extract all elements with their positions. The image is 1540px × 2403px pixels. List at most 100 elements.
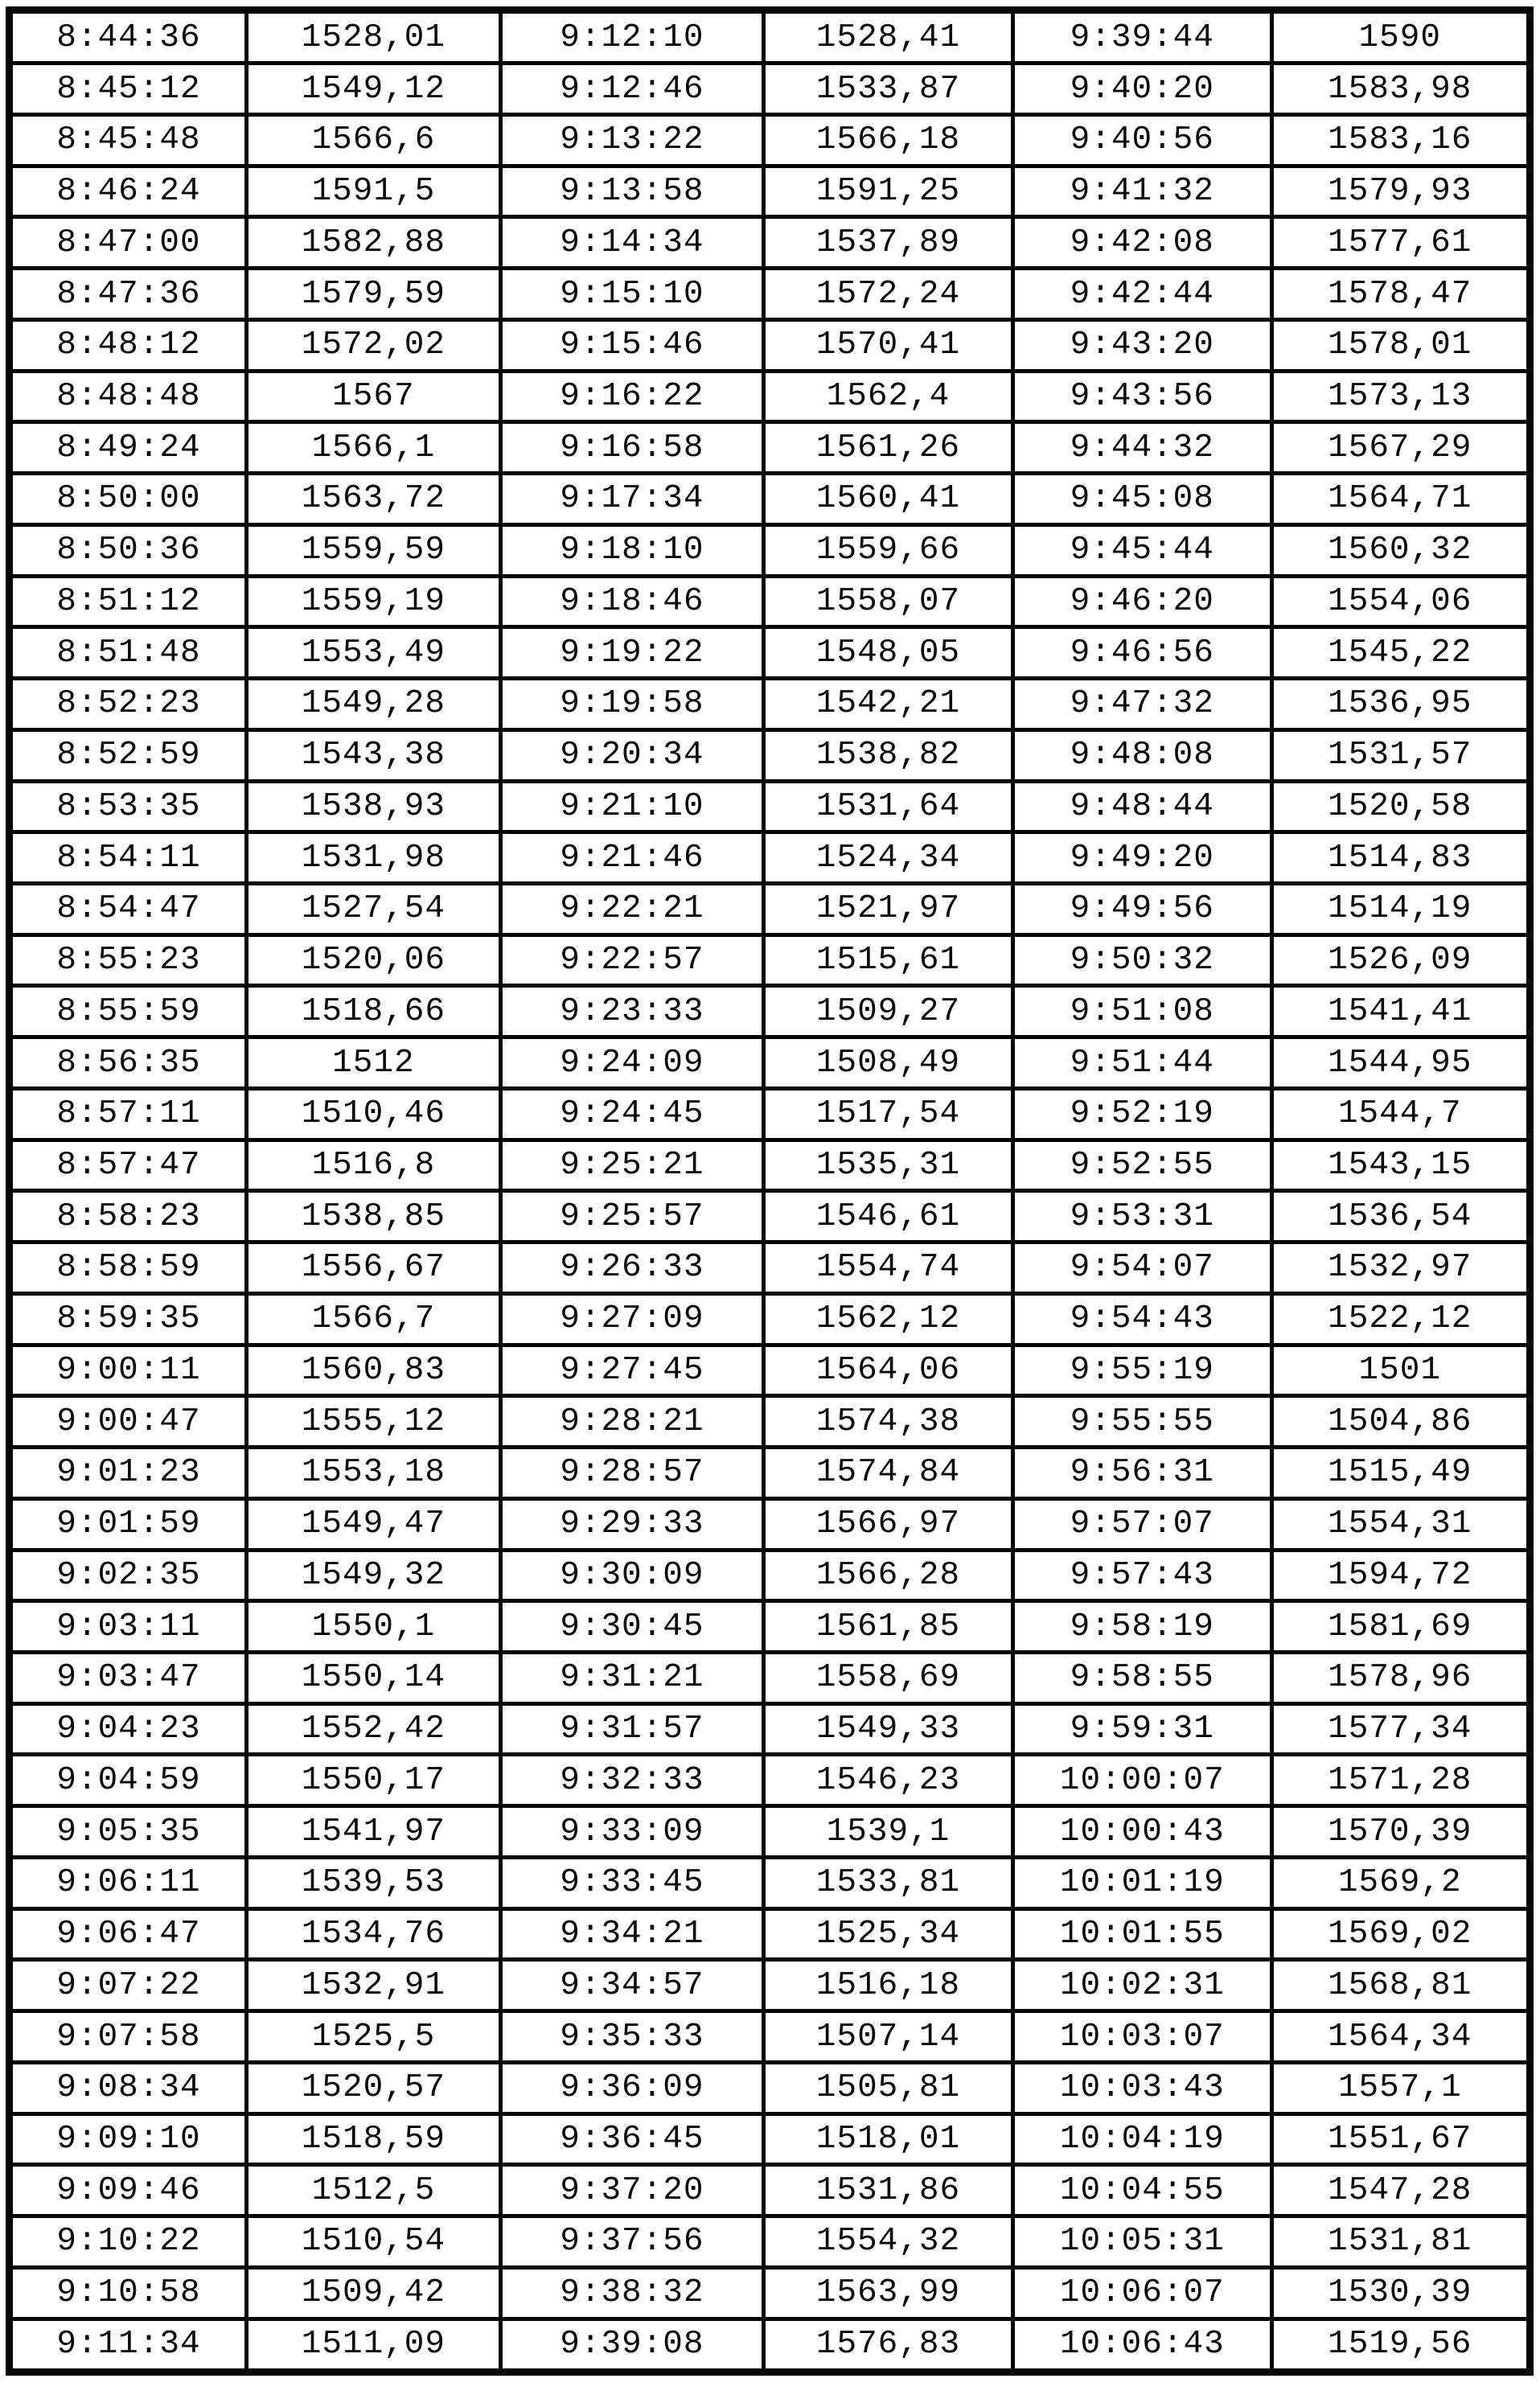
value-cell: 1546,61 bbox=[761, 1189, 1016, 1245]
table-row: 9:01:23 1553,18 9:28:57 1574,84 9:56:31 1515,… bbox=[7, 1445, 1532, 1501]
value-cell: 1522,12 bbox=[1269, 1291, 1532, 1347]
table-row: 9:03:47 1550,14 9:31:21 1558,69 9:58:55 1578,… bbox=[7, 1650, 1532, 1706]
value-cell: 1590 bbox=[1269, 7, 1532, 66]
time-cell: 9:34:57 bbox=[498, 1957, 766, 2014]
value-cell: 1559,66 bbox=[761, 522, 1016, 578]
value-cell: 1554,06 bbox=[1269, 573, 1532, 630]
table-row: 8:49:24 1566,1 9:16:58 1561,26 9:44:32 1567,2… bbox=[7, 420, 1532, 476]
value-cell: 1578,96 bbox=[1269, 1650, 1532, 1706]
table-row: 9:06:47 1534,76 9:34:21 1525,34 10:01:55 1569… bbox=[7, 1906, 1532, 1962]
time-cell: 9:22:57 bbox=[498, 932, 766, 988]
table-row: 9:00:47 1555,12 9:28:21 1574,38 9:55:55 1504,… bbox=[7, 1394, 1532, 1450]
time-cell: 9:27:09 bbox=[498, 1291, 766, 1347]
value-cell: 1539,1 bbox=[761, 1804, 1016, 1859]
time-cell: 8:54:11 bbox=[7, 830, 248, 885]
time-cell: 9:38:32 bbox=[498, 2265, 766, 2321]
time-cell: 9:56:31 bbox=[1011, 1445, 1274, 1501]
time-cell: 9:37:20 bbox=[498, 2163, 766, 2219]
table-row: 9:09:10 1518,59 9:36:45 1518,01 10:04:19 1551… bbox=[7, 2111, 1532, 2167]
table-row: 8:51:12 1559,19 9:18:46 1558,07 9:46:20 1554,… bbox=[7, 573, 1532, 630]
time-cell: 9:19:22 bbox=[498, 625, 766, 681]
time-cell: 9:39:08 bbox=[498, 2316, 766, 2375]
value-cell: 1578,47 bbox=[1269, 266, 1532, 322]
table-row: 9:02:35 1549,32 9:30:09 1566,28 9:57:43 1594,… bbox=[7, 1547, 1532, 1604]
value-cell: 1514,19 bbox=[1269, 881, 1532, 937]
value-cell: 1520,58 bbox=[1269, 778, 1532, 835]
data-table: 8:44:36 1528,01 9:12:10 1528,41 9:39:44 1590 8… bbox=[6, 6, 1534, 2376]
table-row: 8:44:36 1528,01 9:12:10 1528,41 9:39:44 1590 bbox=[7, 7, 1532, 66]
table-row: 8:50:00 1563,72 9:17:34 1560,41 9:45:08 1564,… bbox=[7, 471, 1532, 527]
value-cell: 1544,95 bbox=[1269, 1035, 1532, 1091]
value-cell: 1553,18 bbox=[244, 1445, 503, 1501]
time-cell: 8:48:12 bbox=[7, 317, 248, 373]
value-cell: 1538,93 bbox=[244, 778, 503, 835]
time-cell: 9:48:44 bbox=[1011, 778, 1274, 835]
table-row: 8:54:47 1527,54 9:22:21 1521,97 9:49:56 1514,… bbox=[7, 881, 1532, 937]
time-cell: 10:05:31 bbox=[1011, 2214, 1274, 2270]
time-cell: 9:52:19 bbox=[1011, 1086, 1274, 1142]
time-cell: 9:14:34 bbox=[498, 215, 766, 271]
time-cell: 9:09:10 bbox=[7, 2111, 248, 2167]
value-cell: 1526,09 bbox=[1269, 932, 1532, 988]
time-cell: 8:47:36 bbox=[7, 266, 248, 322]
time-cell: 8:55:23 bbox=[7, 932, 248, 988]
value-cell: 1564,34 bbox=[1269, 2009, 1532, 2064]
value-cell: 1551,67 bbox=[1269, 2111, 1532, 2167]
time-cell: 9:04:23 bbox=[7, 1701, 248, 1757]
table-row: 8:55:59 1518,66 9:23:33 1509,27 9:51:08 1541,… bbox=[7, 984, 1532, 1040]
value-cell: 1566,7 bbox=[244, 1291, 503, 1347]
time-cell: 9:21:46 bbox=[498, 830, 766, 885]
time-cell: 10:06:43 bbox=[1011, 2316, 1274, 2375]
table-row: 9:11:34 1511,09 9:39:08 1576,83 10:06:43 1519… bbox=[7, 2316, 1532, 2375]
value-cell: 1528,41 bbox=[761, 7, 1016, 66]
value-cell: 1566,28 bbox=[761, 1547, 1016, 1604]
time-cell: 8:52:23 bbox=[7, 676, 248, 732]
value-cell: 1520,06 bbox=[244, 932, 503, 988]
value-cell: 1531,86 bbox=[761, 2163, 1016, 2219]
value-cell: 1569,2 bbox=[1269, 1855, 1532, 1911]
time-cell: 9:25:21 bbox=[498, 1137, 766, 1193]
time-cell: 9:18:10 bbox=[498, 522, 766, 578]
time-cell: 9:23:33 bbox=[498, 984, 766, 1040]
time-cell: 10:02:31 bbox=[1011, 1957, 1274, 2014]
time-cell: 9:36:09 bbox=[498, 2060, 766, 2116]
table-row: 9:08:34 1520,57 9:36:09 1505,81 10:03:43 1557… bbox=[7, 2060, 1532, 2116]
time-cell: 10:00:07 bbox=[1011, 1752, 1274, 1809]
value-cell: 1549,47 bbox=[244, 1496, 503, 1552]
time-cell: 9:24:09 bbox=[498, 1035, 766, 1091]
time-cell: 9:29:33 bbox=[498, 1496, 766, 1552]
time-cell: 8:57:11 bbox=[7, 1086, 248, 1142]
value-cell: 1552,42 bbox=[244, 1701, 503, 1757]
value-cell: 1571,28 bbox=[1269, 1752, 1532, 1809]
time-cell: 9:33:45 bbox=[498, 1855, 766, 1911]
table-row: 9:07:58 1525,5 9:35:33 1507,14 10:03:07 1564,… bbox=[7, 2009, 1532, 2064]
value-cell: 1566,97 bbox=[761, 1496, 1016, 1552]
time-cell: 9:55:55 bbox=[1011, 1394, 1274, 1450]
table-row: 8:57:47 1516,8 9:25:21 1535,31 9:52:55 1543,1… bbox=[7, 1137, 1532, 1193]
time-cell: 8:44:36 bbox=[7, 7, 248, 66]
time-cell: 9:52:55 bbox=[1011, 1137, 1274, 1193]
value-cell: 1533,81 bbox=[761, 1855, 1016, 1911]
time-cell: 9:00:11 bbox=[7, 1342, 248, 1399]
value-cell: 1530,39 bbox=[1269, 2265, 1532, 2321]
time-cell: 9:15:10 bbox=[498, 266, 766, 322]
table-row: 9:05:35 1541,97 9:33:09 1539,1 10:00:43 1570,… bbox=[7, 1804, 1532, 1859]
value-cell: 1532,91 bbox=[244, 1957, 503, 2014]
value-cell: 1511,09 bbox=[244, 2316, 503, 2375]
time-cell: 9:53:31 bbox=[1011, 1189, 1274, 1245]
value-cell: 1525,34 bbox=[761, 1906, 1016, 1962]
time-cell: 9:12:46 bbox=[498, 61, 766, 117]
value-cell: 1566,18 bbox=[761, 112, 1016, 168]
value-cell: 1563,99 bbox=[761, 2265, 1016, 2321]
value-cell: 1549,28 bbox=[244, 676, 503, 732]
table-row: 8:45:48 1566,6 9:13:22 1566,18 9:40:56 1583,1… bbox=[7, 112, 1532, 168]
value-cell: 1510,54 bbox=[244, 2214, 503, 2270]
value-cell: 1536,95 bbox=[1269, 676, 1532, 732]
value-cell: 1539,53 bbox=[244, 1855, 503, 1911]
table-row: 8:57:11 1510,46 9:24:45 1517,54 9:52:19 1544,… bbox=[7, 1086, 1532, 1142]
time-cell: 9:03:47 bbox=[7, 1650, 248, 1706]
time-cell: 9:30:09 bbox=[498, 1547, 766, 1604]
time-cell: 9:25:57 bbox=[498, 1189, 766, 1245]
value-cell: 1541,41 bbox=[1269, 984, 1532, 1040]
